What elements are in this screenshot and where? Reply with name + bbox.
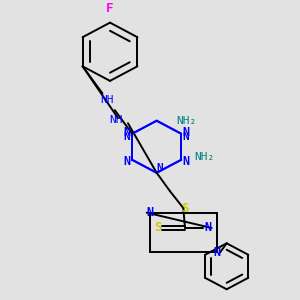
Text: N: N (124, 126, 131, 139)
Text: S: S (154, 221, 162, 235)
Text: N: N (146, 206, 154, 219)
Text: N: N (183, 126, 190, 139)
Text: N: N (205, 221, 212, 235)
Text: N: N (157, 163, 164, 173)
Text: N: N (183, 132, 190, 142)
Text: N: N (124, 132, 130, 142)
Text: N: N (124, 155, 131, 168)
Text: NH: NH (100, 95, 114, 105)
Text: NH: NH (110, 115, 123, 124)
Text: NH₂: NH₂ (177, 116, 197, 126)
Text: S: S (181, 202, 189, 214)
Text: N: N (183, 155, 190, 168)
Text: F: F (106, 2, 114, 15)
Text: NH₂: NH₂ (194, 152, 215, 162)
Text: N: N (213, 246, 220, 259)
